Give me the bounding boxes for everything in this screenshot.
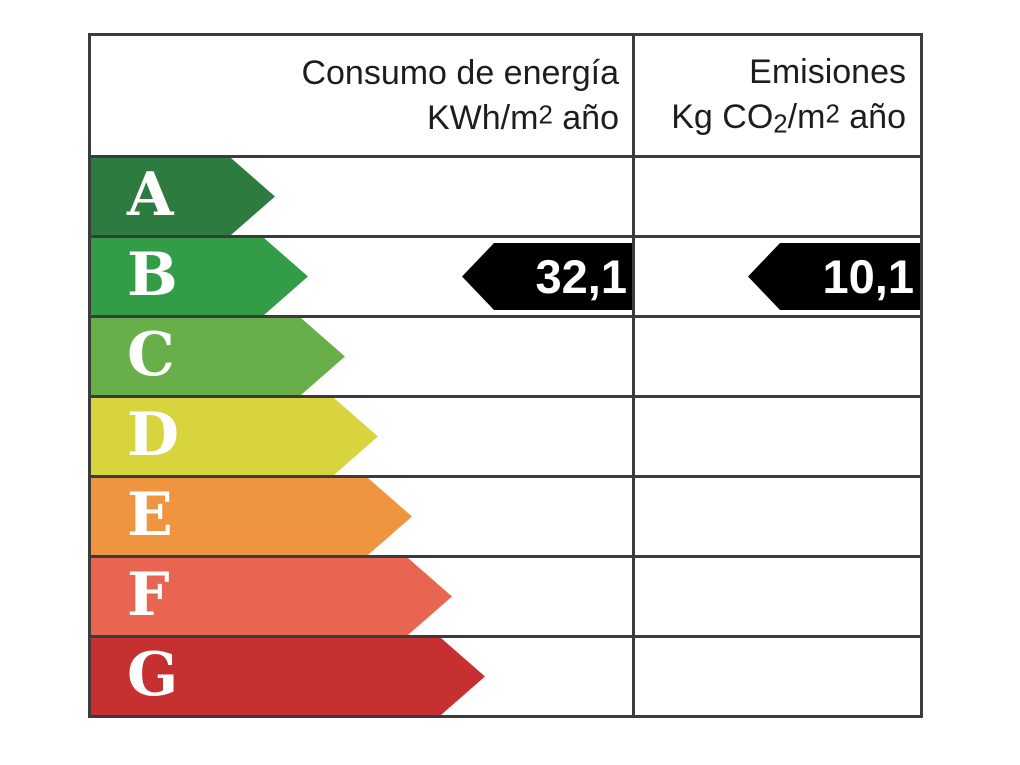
emissions-header-title: Emisiones — [749, 52, 906, 91]
rating-letter-c: C — [127, 319, 175, 390]
rating-letter-e: E — [127, 479, 173, 550]
rating-row-a: A — [91, 158, 920, 235]
emissions-header: Emisiones Kg CO2/m2 año — [635, 36, 920, 155]
rating-row-b: B 32,1 10,1 — [91, 235, 920, 315]
rating-arrow-e: E — [91, 478, 412, 555]
rating-letter-a: A — [127, 159, 174, 230]
rating-arrow-b: B — [91, 238, 308, 315]
emissions-value: 10,1 — [822, 250, 914, 303]
rating-arrow-c: C — [91, 318, 345, 395]
emissions-value-marker: 10,1 — [748, 243, 920, 310]
rating-letter-f: F — [127, 559, 170, 630]
rating-row-d: D — [91, 395, 920, 475]
rating-row-g: G — [91, 635, 920, 715]
consumption-header-unit: KWh/m2 año — [426, 98, 619, 137]
rating-arrow-g: G — [91, 638, 485, 715]
consumption-value: 32,1 — [535, 250, 627, 303]
rating-arrow-d: D — [91, 398, 378, 475]
rating-letter-d: D — [127, 399, 180, 470]
rating-letter-g: G — [127, 639, 179, 710]
consumption-header-title: Consumo de energía — [301, 53, 619, 92]
rating-arrow-a: A — [91, 158, 275, 235]
table-header: Consumo de energía KWh/m2 año Emisiones … — [91, 36, 920, 158]
rating-letter-b: B — [127, 239, 178, 310]
consumption-value-marker: 32,1 — [462, 243, 633, 310]
rating-table: Consumo de energía KWh/m2 año Emisiones … — [88, 33, 923, 718]
rating-arrow-f: F — [91, 558, 452, 635]
column-divider — [632, 36, 635, 715]
rating-row-f: F — [91, 555, 920, 635]
emissions-header-unit: Kg CO2/m2 año — [671, 97, 906, 139]
rating-row-c: C — [91, 315, 920, 395]
rating-row-e: E — [91, 475, 920, 555]
consumption-header: Consumo de energía KWh/m2 año — [91, 36, 635, 155]
